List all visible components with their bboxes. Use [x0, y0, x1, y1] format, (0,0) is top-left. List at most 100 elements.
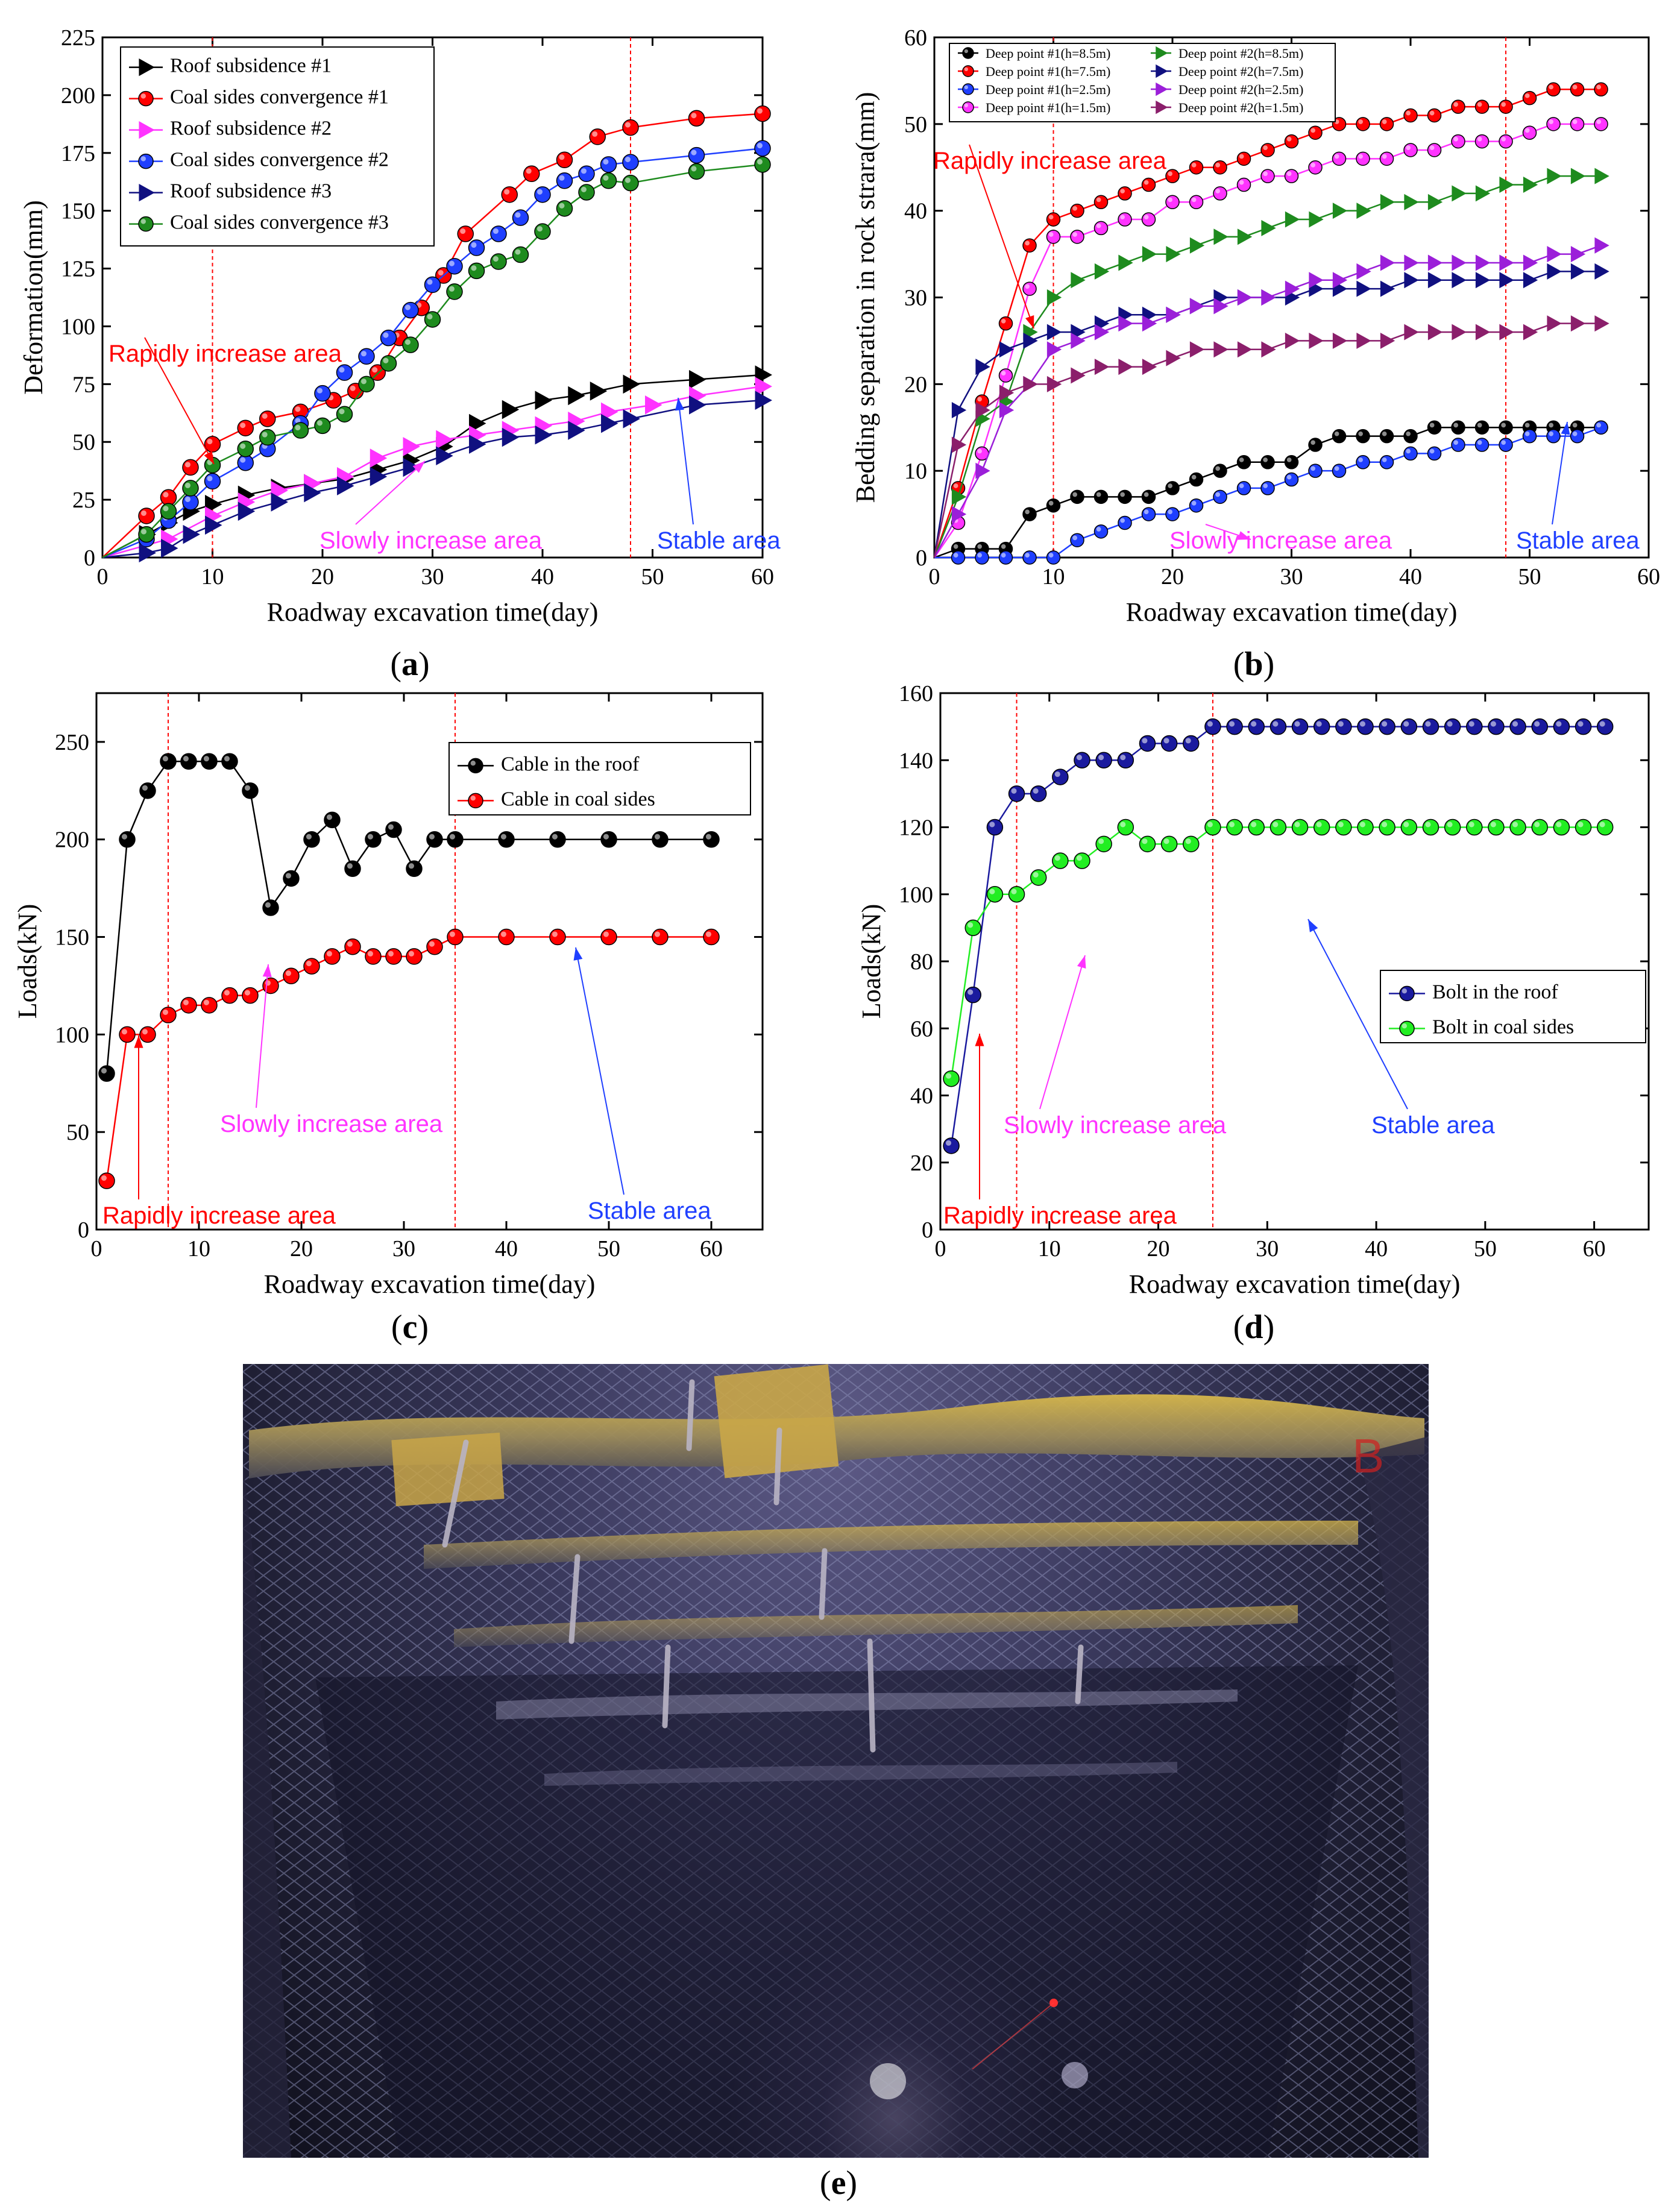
legend-entry: Roof subsidence #1	[170, 55, 332, 77]
data-point	[1094, 324, 1110, 341]
data-point	[1475, 272, 1491, 289]
x-tick-label: 30	[1256, 1236, 1279, 1262]
data-point	[1030, 869, 1047, 886]
data-point	[1575, 718, 1592, 735]
data-point	[754, 105, 771, 122]
data-point	[1183, 835, 1200, 853]
data-point	[1380, 332, 1395, 349]
data-point	[336, 364, 353, 381]
data-point	[568, 421, 585, 440]
data-point	[324, 811, 341, 829]
data-point	[1499, 272, 1514, 289]
data-point	[535, 425, 552, 445]
annotation-text: Stable area	[1371, 1112, 1495, 1139]
data-point	[138, 526, 155, 543]
data-point	[1046, 230, 1061, 244]
data-point	[1095, 835, 1112, 853]
data-point	[370, 448, 388, 468]
data-point	[1403, 429, 1418, 444]
data-point	[180, 753, 197, 770]
data-point	[1332, 272, 1348, 289]
data-point	[1335, 819, 1352, 836]
legend-box	[448, 742, 751, 815]
data-point	[549, 928, 566, 946]
data-point	[303, 831, 320, 848]
data-point	[1427, 108, 1442, 123]
data-point	[1475, 185, 1491, 202]
legend-swatch-marker	[139, 183, 155, 202]
legend-swatch-marker	[139, 121, 155, 139]
annotation: Stable area	[1516, 421, 1640, 554]
legend-entry: Roof subsidence #3	[170, 180, 332, 203]
annotation-arrow	[1552, 421, 1568, 525]
data-point	[182, 494, 199, 511]
data-point	[1260, 169, 1275, 183]
data-point	[161, 538, 178, 558]
data-point	[951, 401, 967, 418]
data-point	[1189, 160, 1204, 175]
x-tick-label: 50	[597, 1236, 620, 1262]
data-point	[344, 938, 361, 955]
data-point	[652, 831, 669, 848]
data-point	[1466, 819, 1483, 836]
data-point	[1118, 186, 1132, 201]
annotation-arrowhead	[134, 1035, 143, 1048]
data-point	[1141, 212, 1156, 227]
data-point	[1118, 315, 1133, 332]
x-tick-label: 40	[495, 1236, 518, 1262]
data-point	[271, 492, 288, 512]
data-point	[1452, 254, 1467, 271]
annotation-arrow	[256, 964, 269, 1108]
legend-entry: Cable in the roof	[501, 753, 640, 775]
data-point	[1052, 852, 1069, 869]
data-point	[1260, 481, 1275, 495]
data-point	[370, 467, 388, 486]
data-point	[1160, 735, 1178, 752]
data-point	[703, 831, 720, 848]
data-point	[1260, 455, 1275, 470]
legend-swatch-marker	[468, 758, 483, 774]
annotation: Stable area	[657, 397, 781, 554]
data-point	[1403, 108, 1418, 123]
data-point	[1142, 315, 1157, 332]
data-point	[1499, 99, 1513, 114]
data-point	[221, 987, 238, 1004]
data-point	[1523, 272, 1538, 289]
data-point	[1285, 280, 1300, 297]
annotation-arrow	[575, 947, 625, 1195]
data-point	[1213, 341, 1229, 358]
data-point	[337, 476, 354, 495]
data-point	[1452, 185, 1467, 202]
data-point	[703, 928, 720, 946]
x-tick-label: 30	[1280, 564, 1303, 589]
data-point	[385, 821, 402, 838]
data-point	[242, 782, 259, 799]
x-tick-label: 40	[1365, 1236, 1388, 1262]
data-point	[1030, 785, 1047, 802]
data-point	[1261, 341, 1276, 358]
data-point	[182, 459, 199, 476]
y-tick-label: 225	[61, 25, 95, 51]
data-point	[1570, 82, 1585, 97]
data-point	[1451, 99, 1465, 114]
annotation-text: Rapidly increase area	[943, 1202, 1177, 1229]
data-point	[1570, 168, 1586, 184]
legend-swatch-marker	[962, 83, 974, 95]
data-point	[498, 831, 515, 848]
data-point	[1139, 835, 1156, 853]
data-point	[1379, 455, 1394, 470]
data-point	[689, 395, 706, 415]
data-point	[1357, 718, 1374, 735]
data-point	[1248, 718, 1265, 735]
data-point	[1226, 718, 1243, 735]
data-point	[1118, 254, 1133, 271]
data-point	[1553, 819, 1570, 836]
x-tick-label: 60	[700, 1236, 723, 1262]
data-point	[512, 209, 529, 226]
data-point	[1553, 718, 1570, 735]
y-tick-label: 0	[916, 545, 927, 571]
data-point	[490, 253, 507, 270]
data-point	[139, 782, 156, 799]
data-point	[600, 831, 617, 848]
data-point	[688, 163, 705, 180]
